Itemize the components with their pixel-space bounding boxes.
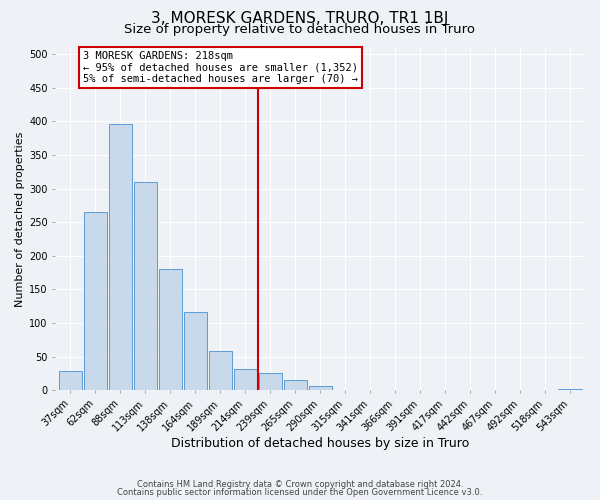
Bar: [109, 124, 132, 390]
Text: Contains HM Land Registry data © Crown copyright and database right 2024.: Contains HM Land Registry data © Crown c…: [137, 480, 463, 489]
X-axis label: Distribution of detached houses by size in Truro: Distribution of detached houses by size …: [171, 437, 469, 450]
Bar: [59, 371, 82, 390]
Bar: [559, 389, 581, 390]
Bar: [259, 374, 282, 390]
Text: 3, MORESK GARDENS, TRURO, TR1 1BJ: 3, MORESK GARDENS, TRURO, TR1 1BJ: [151, 11, 449, 26]
Text: Size of property relative to detached houses in Truro: Size of property relative to detached ho…: [125, 22, 476, 36]
Bar: [184, 312, 207, 390]
Bar: [233, 370, 257, 390]
Text: 3 MORESK GARDENS: 218sqm
← 95% of detached houses are smaller (1,352)
5% of semi: 3 MORESK GARDENS: 218sqm ← 95% of detach…: [83, 51, 358, 84]
Y-axis label: Number of detached properties: Number of detached properties: [15, 131, 25, 306]
Bar: [159, 268, 182, 390]
Bar: [308, 386, 332, 390]
Bar: [134, 182, 157, 390]
Text: Contains public sector information licensed under the Open Government Licence v3: Contains public sector information licen…: [118, 488, 482, 497]
Bar: [209, 350, 232, 391]
Bar: [84, 212, 107, 390]
Bar: [284, 380, 307, 390]
